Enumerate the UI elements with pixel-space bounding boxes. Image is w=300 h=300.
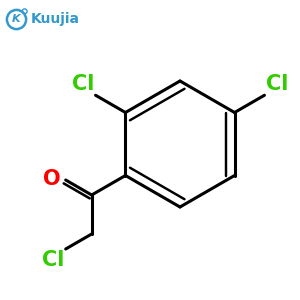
Text: Cl: Cl	[266, 74, 288, 94]
Text: O: O	[43, 169, 60, 189]
Text: Cl: Cl	[72, 74, 94, 94]
Text: Cl: Cl	[42, 250, 64, 271]
Text: K: K	[12, 14, 21, 25]
Text: Kuujia: Kuujia	[31, 13, 80, 26]
